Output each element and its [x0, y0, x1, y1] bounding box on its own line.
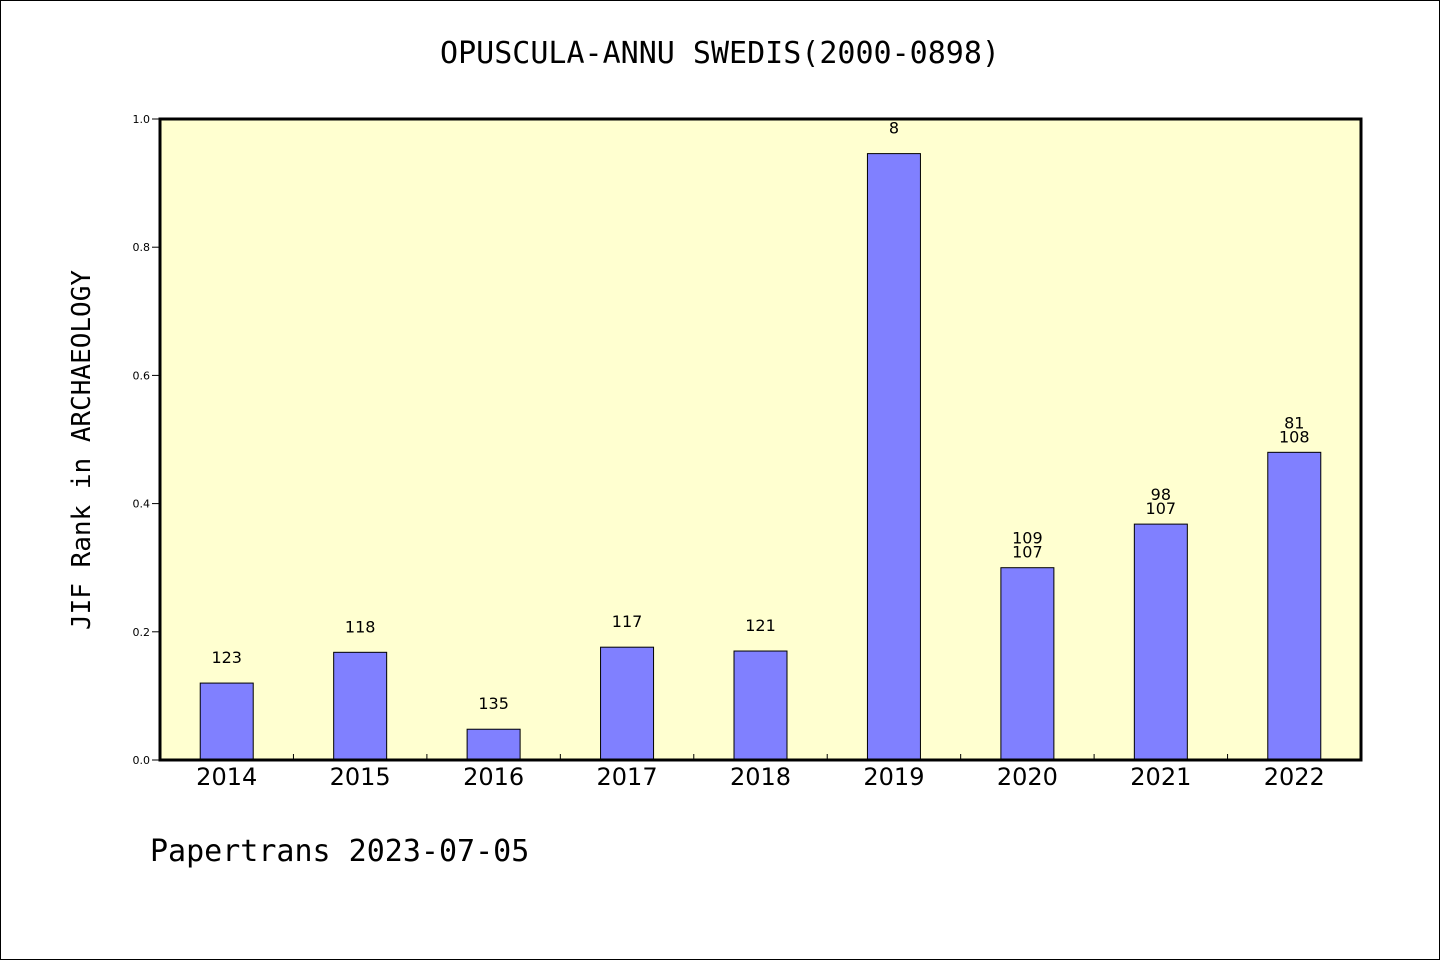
- data-label: 117: [612, 612, 643, 631]
- y-tick-label: 0.0: [133, 754, 151, 767]
- x-tick-label: 2022: [1264, 763, 1325, 791]
- data-label: 108: [1279, 427, 1310, 446]
- y-tick-label: 1.0: [133, 113, 151, 126]
- y-tick-label: 0.2: [133, 626, 151, 639]
- bar: [199, 682, 254, 761]
- y-tick-label: 0.4: [133, 498, 151, 511]
- data-label: 107: [1146, 499, 1177, 518]
- bar: [600, 646, 655, 761]
- data-label: 98: [1151, 485, 1171, 504]
- footer-credit: Papertrans 2023-07-05: [150, 834, 530, 869]
- data-label: 8: [889, 119, 899, 138]
- bar: [1267, 451, 1322, 761]
- bar: [1000, 567, 1055, 761]
- data-label: 121: [745, 616, 776, 635]
- bar: [466, 728, 521, 761]
- data-label: 107: [1012, 543, 1043, 562]
- y-tick-label: 0.6: [133, 369, 151, 382]
- x-tick-label: 2014: [196, 763, 257, 791]
- x-tick-label: 2020: [997, 763, 1058, 791]
- y-axis: 0.0 0.2 0.4 0.6 0.8 1.0: [133, 113, 160, 767]
- data-label: 123: [211, 648, 242, 667]
- x-tick-label: 2017: [597, 763, 658, 791]
- y-tick-label: 0.8: [133, 241, 151, 254]
- bar: [866, 153, 921, 761]
- x-tick-label: 2019: [863, 763, 924, 791]
- bar: [333, 651, 388, 761]
- x-tick-label: 2021: [1130, 763, 1191, 791]
- data-label: 81: [1284, 413, 1304, 432]
- x-tick-label: 2018: [730, 763, 791, 791]
- bar: [733, 650, 788, 761]
- chart-title: OPUSCULA-ANNU SWEDIS(2000-0898): [440, 36, 1000, 71]
- bar: [1133, 523, 1188, 761]
- x-tick-label: 2015: [330, 763, 391, 791]
- x-tick-label: 2016: [463, 763, 524, 791]
- data-label: 109: [1012, 529, 1043, 548]
- data-label: 135: [478, 694, 509, 713]
- plot-border: [158, 117, 1363, 762]
- x-axis: 2014 2015 2016 2017 2018 2019 2020 2021 2022: [196, 754, 1325, 791]
- data-label: 118: [345, 617, 376, 636]
